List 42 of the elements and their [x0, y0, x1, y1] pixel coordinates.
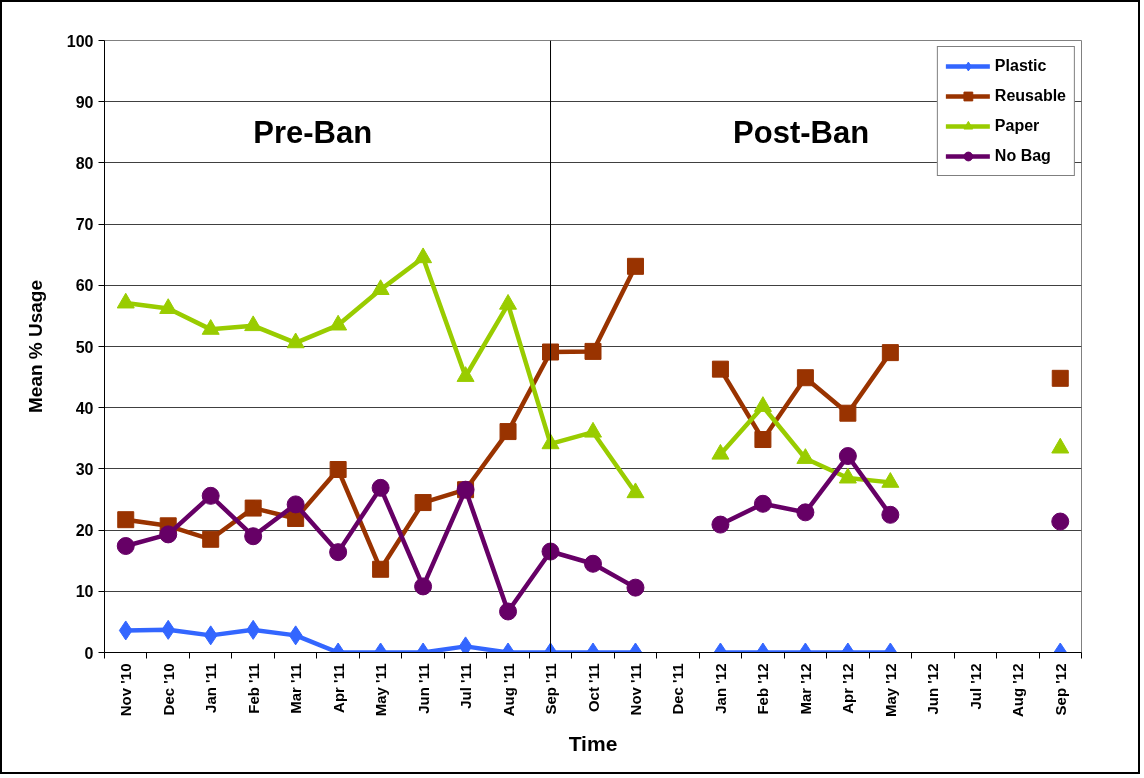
y-axis-title: Mean % Usage	[24, 279, 46, 414]
x-tick-label: Apr '11	[329, 663, 347, 713]
x-tick-label: Dec '10	[159, 663, 177, 716]
x-tick-label: Jun '12	[924, 663, 942, 715]
x-tick-label: Feb '12	[754, 663, 772, 715]
x-tick-label: Feb '11	[244, 663, 262, 714]
x-tick-label: Jul '12	[966, 663, 984, 710]
y-tick-label: 30	[75, 460, 94, 478]
x-tick-label: Jun '11	[414, 663, 432, 714]
x-tick-label: Nov '10	[117, 663, 135, 717]
y-tick-label: 90	[75, 93, 94, 111]
x-tick-label: Apr '12	[839, 663, 857, 714]
y-tick-label: 40	[75, 399, 94, 417]
x-tick-label: Aug '12	[1009, 663, 1027, 718]
legend-label: Plastic	[994, 56, 1047, 76]
x-tick-label: Dec '11	[669, 663, 687, 715]
annotation: Post-Ban	[733, 114, 870, 150]
x-tick-label: Jan '12	[711, 663, 729, 714]
x-tick-label: Mar '12	[796, 663, 814, 715]
x-axis-title: Time	[568, 732, 618, 756]
y-tick-label: 50	[75, 338, 94, 356]
y-tick-label: 60	[75, 277, 94, 295]
y-tick-label: 20	[75, 522, 94, 540]
legend-label: Paper	[994, 116, 1040, 136]
legend-label: Reusable	[994, 86, 1066, 106]
y-tick-label: 100	[66, 32, 94, 50]
legend-label: No Bag	[994, 146, 1051, 166]
x-tick-label: Jan '11	[202, 663, 220, 713]
x-tick-label: Oct '11	[584, 663, 602, 713]
y-tick-label: 10	[75, 583, 94, 601]
x-tick-label: May '12	[881, 663, 899, 718]
x-tick-label: Mar '11	[287, 663, 305, 714]
x-tick-label: Jul '11	[457, 663, 475, 709]
x-tick-label: Nov '11	[626, 663, 644, 716]
y-tick-label: 70	[75, 216, 94, 234]
annotation: Pre-Ban	[253, 114, 373, 150]
x-tick-label: Sep '11	[542, 663, 560, 715]
x-tick-label: Sep '12	[1051, 663, 1069, 716]
x-tick-label: May '11	[372, 663, 390, 717]
y-tick-label: 80	[75, 154, 94, 172]
x-tick-label: Aug '11	[499, 663, 517, 717]
y-tick-label: 0	[84, 644, 94, 662]
